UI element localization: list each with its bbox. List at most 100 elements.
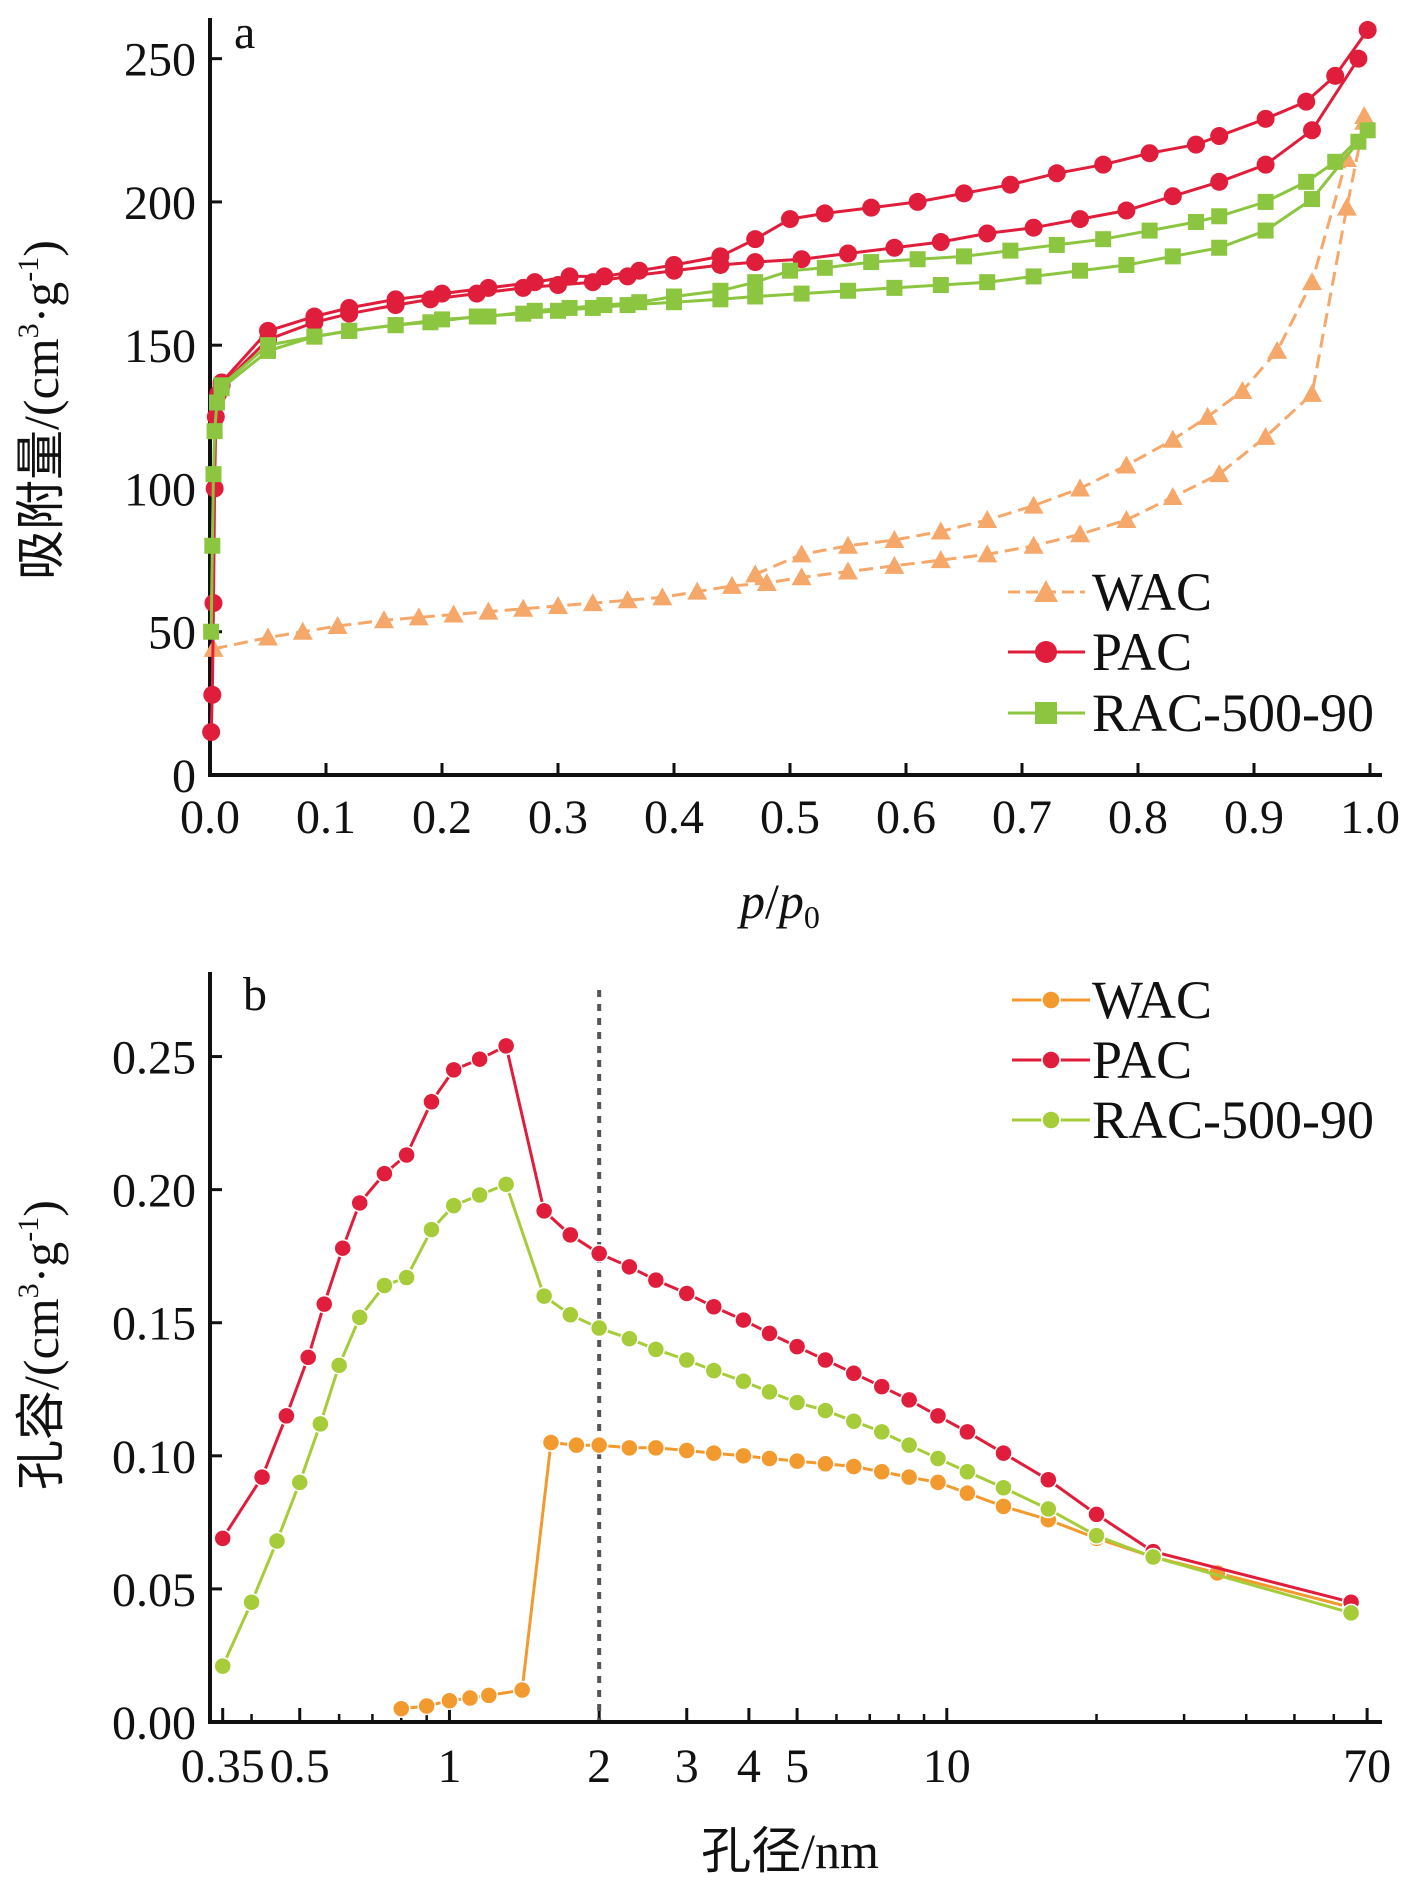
panel-a-x-tick-label: 0.5 bbox=[760, 791, 820, 844]
data-point-pac-desorption bbox=[1187, 135, 1205, 154]
data-point-wac-desorption bbox=[1116, 455, 1137, 474]
data-point-wac-adsorption bbox=[791, 567, 812, 586]
data-point-pac-adsorption bbox=[202, 723, 221, 742]
data-point-pac-b bbox=[213, 1529, 232, 1548]
chart-panel-b: 0.35 0.5 1 2 3 4 5 10 70 0.00 0.05 0.10 0.15 0.20 0.25… bbox=[12, 968, 1391, 1879]
panel-b-x-tick-label: 1 bbox=[437, 1740, 461, 1793]
data-point-wac-desorption bbox=[1070, 478, 1090, 497]
data-point-rac-500-90-desorption bbox=[956, 248, 972, 265]
data-point-rac-500-90-b bbox=[350, 1308, 369, 1327]
data-point-wac-b bbox=[734, 1446, 753, 1466]
data-point-rac-500-90-adsorption bbox=[208, 394, 225, 411]
panel-b-y-tick-label: 0.10 bbox=[112, 1431, 196, 1484]
data-point-rac-500-90-desorption bbox=[561, 299, 578, 316]
data-point-rac-500-90-b bbox=[787, 1393, 807, 1412]
legend-item-rac-b: RAC-500-90 bbox=[1012, 1090, 1374, 1150]
data-point-pac-desorption bbox=[1326, 66, 1345, 85]
data-point-pac-b bbox=[646, 1270, 666, 1290]
data-point-pac-b bbox=[872, 1377, 892, 1396]
data-point-wac-adsorption bbox=[513, 598, 534, 617]
data-point-pac-desorption bbox=[1297, 92, 1316, 111]
data-point-wac-adsorption bbox=[1116, 509, 1137, 528]
data-point-wac-b bbox=[760, 1449, 779, 1468]
data-point-wac-b bbox=[704, 1443, 724, 1463]
data-point-rac-500-90-adsorption bbox=[932, 277, 949, 294]
panel-b-x-tick-label: 0.35 bbox=[181, 1740, 265, 1793]
data-point-pac-desorption bbox=[955, 184, 973, 203]
data-point-rac-500-90-desorption bbox=[213, 377, 230, 394]
legend-label-wac-b: WAC bbox=[1092, 970, 1212, 1030]
data-point-rac-500-90-adsorption bbox=[840, 282, 856, 299]
data-point-wac-desorption bbox=[838, 535, 858, 554]
data-point-pac-desorption bbox=[746, 230, 765, 249]
data-point-rac-500-90-b bbox=[620, 1329, 639, 1348]
data-point-rac-500-90-b bbox=[899, 1435, 919, 1455]
legend-label-rac-b: RAC-500-90 bbox=[1092, 1090, 1374, 1150]
data-point-rac-500-90-desorption bbox=[387, 317, 404, 334]
data-point-rac-500-90-desorption bbox=[1095, 231, 1112, 248]
data-point-rac-500-90-b bbox=[496, 1175, 516, 1194]
data-point-pac-desorption bbox=[525, 273, 544, 292]
data-point-wac-adsorption bbox=[838, 561, 858, 580]
data-point-rac-500-90-desorption bbox=[782, 262, 798, 279]
data-point-rac-500-90-desorption bbox=[1257, 193, 1274, 210]
data-point-pac-b bbox=[444, 1060, 463, 1080]
data-point-rac-500-90-desorption bbox=[260, 337, 276, 354]
data-point-wac-adsorption bbox=[1302, 383, 1322, 402]
data-point-wac-adsorption bbox=[1023, 535, 1044, 554]
data-point-rac-500-90-b bbox=[290, 1473, 309, 1492]
data-point-rac-500-90-desorption bbox=[816, 259, 833, 276]
panel-a-x-tick-label: 0.9 bbox=[1224, 791, 1284, 844]
data-point-rac-500-90-b bbox=[213, 1656, 232, 1676]
legend-item-pac: PAC bbox=[1008, 622, 1192, 682]
data-point-rac-500-90-b bbox=[958, 1462, 977, 1482]
data-point-pac-desorption bbox=[908, 192, 927, 211]
data-point-rac-500-90-b bbox=[470, 1185, 489, 1205]
data-point-wac-b bbox=[440, 1691, 459, 1710]
data-point-wac-adsorption bbox=[617, 590, 638, 609]
data-point-rac-500-90-adsorption bbox=[205, 466, 222, 483]
panel-a-x-axis-title: p/p0 bbox=[737, 873, 820, 935]
data-point-wac-adsorption bbox=[258, 627, 278, 646]
data-point-rac-500-90-desorption bbox=[666, 288, 682, 305]
data-point-pac-desorption bbox=[1047, 164, 1066, 183]
panel-a-y-axis-title: 吸附量/(cm3·g-1) bbox=[12, 240, 69, 580]
data-point-pac-b bbox=[470, 1049, 489, 1069]
panel-b-y-tick-label: 0.15 bbox=[112, 1298, 196, 1351]
data-point-wac-b bbox=[677, 1441, 697, 1460]
panel-b-x-tick-label: 70 bbox=[1343, 1740, 1391, 1793]
data-point-rac-500-90-desorption bbox=[596, 297, 613, 314]
data-point-rac-500-90-adsorption bbox=[886, 279, 903, 296]
data-point-rac-500-90-b bbox=[561, 1305, 580, 1324]
data-point-wac-desorption bbox=[1302, 272, 1322, 291]
data-point-pac-desorption bbox=[595, 267, 614, 286]
data-point-wac-b bbox=[479, 1686, 499, 1705]
chart-panel-a: 0.0 0.1 0.2 0.3 0.4 0.5 0.6 0.7 0.8 0.9 1.0 0 50 100 1… bbox=[12, 6, 1400, 935]
data-point-wac-desorption bbox=[1267, 340, 1288, 359]
series-pac-b bbox=[213, 1036, 1361, 1612]
panel-a-x-tick-label: 0.7 bbox=[992, 791, 1052, 844]
data-point-pac-adsorption bbox=[1163, 187, 1182, 206]
series-line-wac-desorption bbox=[754, 115, 1366, 576]
data-point-pac-b bbox=[994, 1443, 1013, 1463]
data-point-wac-b bbox=[541, 1433, 561, 1452]
data-point-wac-desorption bbox=[977, 509, 998, 528]
data-point-pac-adsorption bbox=[1024, 218, 1043, 237]
data-point-wac-b bbox=[872, 1462, 892, 1482]
legend-marker-wac-b bbox=[1041, 990, 1061, 1010]
data-point-pac-b bbox=[298, 1348, 318, 1367]
data-point-pac-desorption bbox=[665, 255, 683, 274]
series-wac bbox=[203, 105, 1375, 657]
data-point-wac-adsorption bbox=[1336, 197, 1357, 216]
data-point-pac-adsorption bbox=[1303, 121, 1321, 140]
data-point-wac-adsorption bbox=[977, 544, 998, 563]
data-point-rac-500-90-desorption bbox=[1002, 242, 1019, 259]
data-point-wac-desorption bbox=[745, 564, 766, 583]
data-point-pac-adsorption bbox=[1117, 201, 1136, 220]
data-point-rac-500-90-desorption bbox=[1327, 153, 1344, 170]
panel-b-y-axis-title: 孔容/(cm3·g-1) bbox=[12, 1200, 69, 1490]
data-point-pac-b bbox=[704, 1297, 724, 1317]
data-point-wac-b bbox=[417, 1696, 436, 1716]
legend-label-pac: PAC bbox=[1092, 622, 1192, 682]
panel-b-series bbox=[213, 1036, 1361, 1718]
